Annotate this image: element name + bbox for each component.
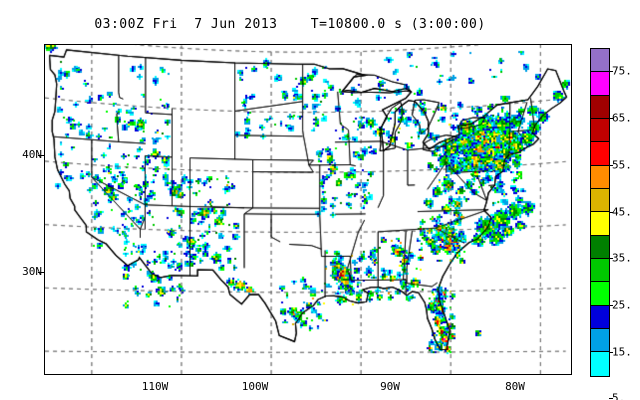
- colorbar-band: [591, 259, 609, 283]
- colorbar-band: [591, 212, 609, 236]
- colorbar-tick-label: 45.: [612, 205, 632, 218]
- page-title: 03:00Z Fri 7 Jun 2013 T=10800.0 s (3:00:…: [94, 17, 486, 32]
- x-tick-label: 90W: [380, 380, 400, 393]
- colorbar-band: [591, 329, 609, 353]
- map-plot-frame: [44, 44, 572, 375]
- x-tick-label: 110W: [141, 380, 169, 393]
- colorbar-tick-label: 65.: [612, 111, 632, 125]
- colorbar-tick-mark: [609, 211, 613, 213]
- colorbar-band: [591, 165, 609, 190]
- colorbar-tick-mark: [609, 351, 613, 353]
- colorbar-band: [591, 352, 609, 376]
- radar-map-canvas: [45, 45, 571, 374]
- colorbar-band: [591, 49, 609, 73]
- x-tick-label: 100W: [241, 380, 269, 393]
- colorbar-band: [591, 119, 609, 143]
- colorbar-band: [591, 235, 609, 260]
- colorbar-tick-label: 25.: [612, 298, 632, 312]
- y-tick-mark: [38, 155, 44, 156]
- colorbar-tick-mark: [609, 118, 613, 120]
- colorbar-tick-mark: [609, 398, 613, 400]
- y-tick-label: 30N: [22, 265, 42, 278]
- y-tick-mark: [38, 272, 44, 273]
- colorbar-band: [591, 282, 609, 306]
- colorbar-tick-label: 35.: [612, 251, 632, 265]
- colorbar-band: [591, 305, 609, 330]
- colorbar-tick-mark: [609, 304, 613, 306]
- colorbar-tick-mark: [609, 71, 613, 73]
- colorbar-band: [591, 142, 609, 166]
- reflectivity-colorbar: [590, 48, 610, 377]
- colorbar-tick-mark: [609, 164, 613, 166]
- colorbar-tick-label: 55.: [612, 158, 632, 172]
- y-axis-labels: 40N 30N: [0, 0, 44, 400]
- colorbar-tick-mark: [609, 258, 613, 260]
- x-tick-label: 80W: [505, 380, 525, 393]
- colorbar-tick-label: 5.: [612, 391, 626, 400]
- y-tick-label: 40N: [22, 148, 42, 161]
- colorbar-band: [591, 95, 609, 120]
- colorbar-tick-label: 75.: [612, 64, 632, 78]
- x-axis-labels: 110W 100W 90W 80W: [0, 380, 580, 398]
- colorbar-band: [591, 189, 609, 213]
- colorbar-tick-labels: 75. 65. 55. 45. 35. 25. 15. 5.: [610, 48, 640, 400]
- colorbar-tick-label: 15.: [612, 345, 632, 359]
- colorbar-band: [591, 72, 609, 96]
